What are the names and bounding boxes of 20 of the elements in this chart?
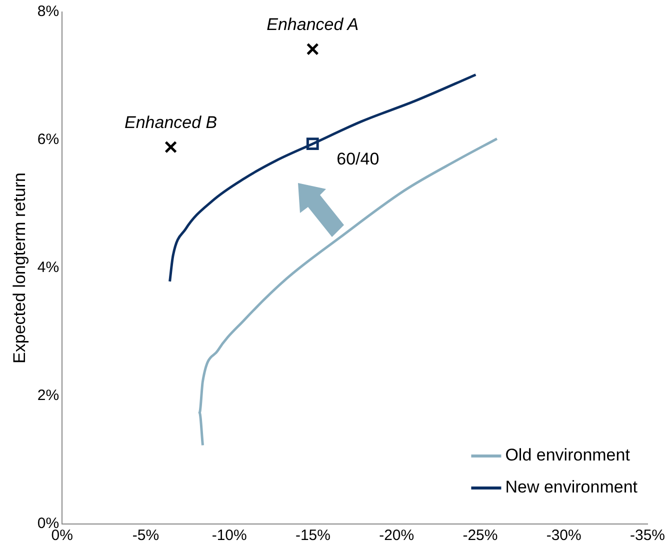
x-tick-label: -5% [132, 527, 160, 544]
x-tick-label: -10% [212, 527, 247, 544]
x-tick-label: -35% [630, 527, 666, 544]
point [164, 140, 177, 154]
line-series [198, 137, 498, 447]
y-tick-label: 6% [37, 131, 60, 148]
legend-label: New environment [505, 478, 638, 497]
y-tick-label: 8% [37, 3, 60, 20]
series-label: 60/40 [336, 150, 380, 169]
x-tick-label: -15% [295, 527, 330, 544]
legend-label: Old environment [505, 446, 630, 465]
x-tick-label: -25% [462, 527, 498, 544]
series-label: Enhanced B [124, 112, 218, 132]
series-label: Enhanced A [266, 14, 359, 34]
y-axis-title: Expected longterm return [10, 172, 29, 364]
point [306, 42, 319, 56]
x-tick-label: -30% [546, 527, 582, 544]
x-tick-label: -20% [379, 527, 414, 544]
y-tick-label: 2% [37, 387, 60, 404]
y-tick-label: 4% [37, 259, 60, 276]
